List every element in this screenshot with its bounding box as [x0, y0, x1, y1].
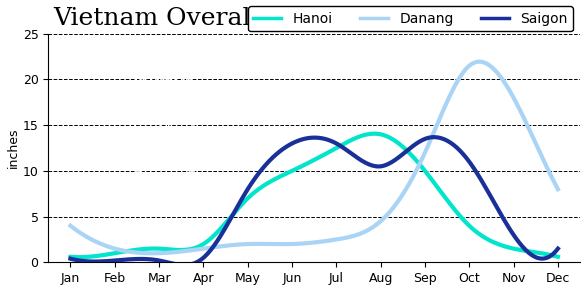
Text: 安: 安 — [134, 160, 141, 173]
Legend: Hanoi, Danang, Saigon: Hanoi, Danang, Saigon — [248, 6, 573, 32]
Text: 平: 平 — [187, 160, 194, 173]
Text: VELOASIA: VELOASIA — [134, 77, 195, 87]
Text: Vietnam Overall Rainfall: Vietnam Overall Rainfall — [53, 7, 366, 30]
Y-axis label: inches: inches — [7, 128, 20, 168]
